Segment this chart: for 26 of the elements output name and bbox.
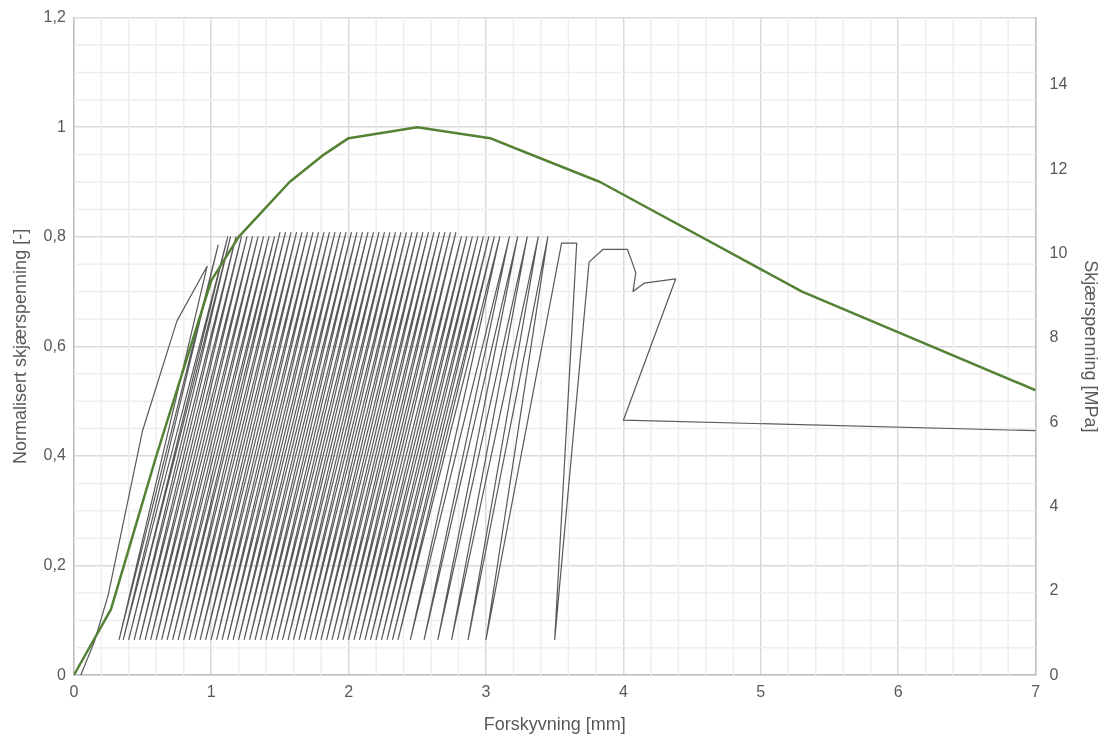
y2-tick-label: 12 — [1049, 159, 1068, 177]
x-tick-label: 0 — [69, 683, 79, 701]
y-tick-label: 0,6 — [43, 336, 66, 354]
x-tick-label: 3 — [481, 683, 491, 701]
y2-tick-label: 10 — [1049, 244, 1068, 262]
y2-tick-label: 4 — [1049, 496, 1059, 514]
x-tick-label: 2 — [344, 683, 354, 701]
x-axis-title: Forskyvning [mm] — [483, 714, 626, 735]
x-tick-label: 5 — [756, 683, 766, 701]
y-axis-title: Normalisert skjærspenning [-] — [9, 228, 30, 464]
x-tick-label: 4 — [618, 683, 628, 701]
x-tick-label: 1 — [206, 683, 216, 701]
y-tick-label: 0,2 — [43, 556, 66, 574]
y2-axis-title: Skjærspenning [MPa] — [1081, 260, 1102, 433]
y-tick-label: 1 — [56, 117, 66, 135]
y2-tick-label: 14 — [1049, 75, 1068, 93]
y2-tick-label: 8 — [1049, 328, 1059, 346]
y-tick-label: 0,8 — [43, 227, 66, 245]
x-tick-label: 6 — [893, 683, 903, 701]
y-tick-label: 0,4 — [43, 446, 66, 464]
y-tick-label: 0 — [56, 665, 66, 683]
y2-tick-label: 6 — [1049, 412, 1059, 430]
x-tick-label: 7 — [1031, 683, 1041, 701]
y-tick-label: 1,2 — [43, 8, 66, 26]
y2-tick-label: 0 — [1049, 665, 1059, 683]
y2-tick-label: 2 — [1049, 581, 1059, 599]
